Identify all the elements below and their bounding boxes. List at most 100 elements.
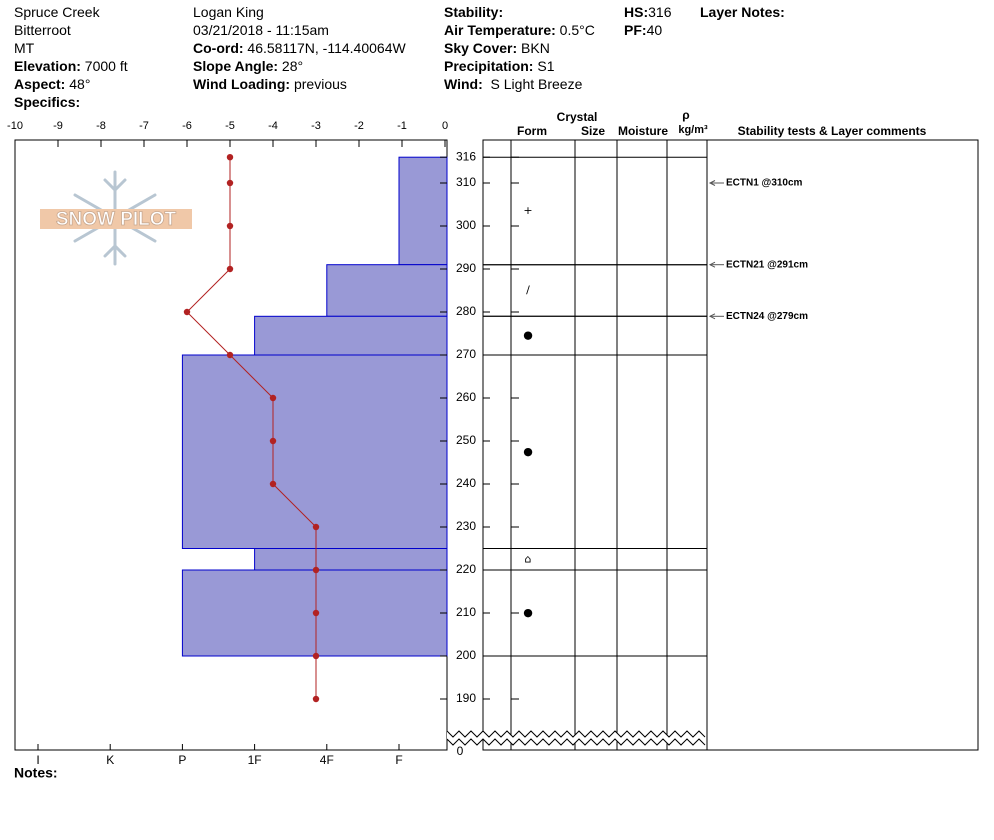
test-arrowhead	[708, 261, 716, 268]
field-label: HS:	[624, 4, 649, 20]
hardness-bar	[181, 354, 448, 549]
y-tick-label: 190	[456, 691, 476, 705]
hardness-bar	[254, 315, 448, 356]
logo	[40, 170, 192, 266]
y-tick-label: 250	[456, 433, 476, 447]
temperature-point	[312, 609, 320, 617]
hardness-bar	[398, 156, 448, 266]
field-value: Logan King	[193, 4, 264, 20]
field-label: Stability:	[444, 4, 504, 20]
temperature-point	[226, 265, 234, 273]
header-field: Slope Angle: 28°	[193, 57, 303, 75]
x-tick-label: 0	[442, 120, 448, 132]
column-header: Crystal	[557, 110, 598, 124]
header-field: 03/21/2018 - 11:15am	[193, 21, 329, 39]
field-label: Specifics:	[14, 94, 81, 110]
header-field: Stability:	[444, 3, 503, 21]
header-field: Sky Cover: BKN	[444, 39, 550, 57]
temperature-point	[269, 437, 277, 445]
header-field: Wind: S Light Breeze	[444, 75, 582, 93]
layer-frame	[482, 139, 979, 751]
temperature-point	[183, 308, 191, 316]
field-label: Wind:	[444, 76, 483, 92]
hardness-tick-label: 1F	[248, 753, 262, 767]
field-value: S1	[533, 58, 555, 74]
column-header: ρ	[682, 108, 689, 122]
x-tick-label: -6	[182, 120, 192, 132]
y-tick-label: 300	[456, 218, 476, 232]
field-label: PF:	[624, 22, 647, 38]
field-label: Co-ord:	[193, 40, 244, 56]
field-label: Wind Loading:	[193, 76, 291, 92]
field-label: Elevation:	[14, 58, 81, 74]
header-field: HS:316	[624, 3, 671, 21]
temperature-point	[269, 394, 277, 402]
temperature-line	[186, 157, 317, 699]
hardness-tick-label: 4F	[320, 753, 334, 767]
header-field: Air Temperature: 0.5°C	[444, 21, 595, 39]
x-tick-label: -1	[397, 120, 407, 132]
hardness-tick-label: K	[106, 753, 114, 767]
temperature-point	[226, 154, 234, 161]
column-header: Stability tests & Layer comments	[738, 124, 927, 138]
field-value: 7000 ft	[80, 58, 128, 74]
header-field: MT	[14, 39, 34, 57]
temperature-point	[226, 179, 234, 187]
hardness-bar	[326, 264, 448, 317]
header-field: PF:40	[624, 21, 662, 39]
column-header: Moisture	[618, 124, 668, 138]
field-value: Bitterroot	[14, 22, 71, 38]
y-tick-label: 310	[456, 175, 476, 189]
crystal-form: +	[523, 204, 532, 217]
y-tick-label: 316	[456, 149, 476, 163]
hardness-tick-label: P	[178, 753, 186, 767]
temperature-point	[312, 695, 320, 703]
y-tick-label: 210	[456, 605, 476, 619]
field-value: S Light Breeze	[482, 76, 583, 92]
field-value: 48°	[65, 76, 91, 92]
crystal-form: ●	[523, 445, 533, 458]
y-tick-label: 230	[456, 519, 476, 533]
field-value: BKN	[517, 40, 550, 56]
crystal-form: ⌂	[525, 552, 532, 565]
break-line	[446, 738, 706, 746]
field-value: 46.58117N, -114.40064W	[243, 40, 406, 56]
y-tick-label: 240	[456, 476, 476, 490]
test-arrowhead	[708, 313, 716, 320]
field-value: 28°	[278, 58, 304, 74]
x-tick-label: -7	[139, 120, 149, 132]
header-field: Logan King	[193, 3, 264, 21]
temperature-point	[312, 652, 320, 660]
y-tick-label: 280	[456, 304, 476, 318]
field-value: 0.5°C	[555, 22, 595, 38]
header-field: Wind Loading: previous	[193, 75, 347, 93]
hardness-tick-label: F	[395, 753, 402, 767]
header-field: Specifics:	[14, 93, 80, 111]
hardness-tick-label: I	[36, 753, 39, 767]
field-value: Spruce Creek	[14, 4, 100, 20]
x-tick-label: -5	[225, 120, 235, 132]
x-tick-label: -4	[268, 120, 278, 132]
x-tick-label: -8	[96, 120, 106, 132]
header-field: Precipitation: S1	[444, 57, 554, 75]
y-tick-label: 200	[456, 648, 476, 662]
y-tick-label: 270	[456, 347, 476, 361]
field-value: 316	[648, 4, 672, 20]
temperature-point	[312, 523, 320, 531]
field-value: 03/21/2018 - 11:15am	[193, 22, 329, 38]
header-field: Spruce Creek	[14, 3, 100, 21]
axis-break	[446, 730, 706, 746]
y-tick-label: 260	[456, 390, 476, 404]
temperature-point	[269, 480, 277, 488]
header: Spruce Creek Bitterroot MT Elevation: 7000 …	[0, 0, 994, 115]
field-value: MT	[14, 40, 35, 56]
field-label: Layer Notes:	[700, 4, 785, 20]
hardness-bar	[254, 548, 448, 571]
field-label: Slope Angle:	[193, 58, 279, 74]
crystal-form: ●	[523, 329, 533, 342]
x-tick-label: -10	[7, 120, 23, 132]
header-field: Layer Notes:	[700, 3, 785, 21]
x-tick-label: -9	[53, 120, 63, 132]
